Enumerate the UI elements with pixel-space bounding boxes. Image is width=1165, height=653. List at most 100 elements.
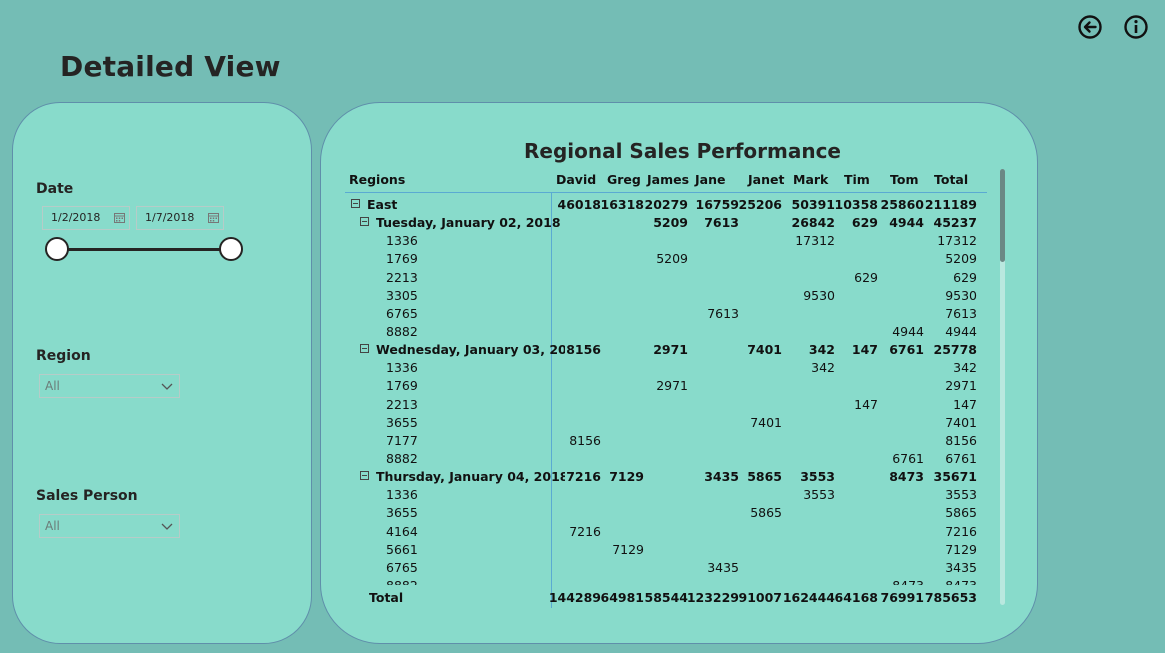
table-cell: 8156 bbox=[566, 342, 601, 358]
filter-panel: Date 1/2/2018 1/7/2018 Region All Sales … bbox=[12, 102, 312, 644]
row-label: 6765 bbox=[386, 305, 418, 321]
date-end-input[interactable]: 1/7/2018 bbox=[136, 206, 224, 230]
column-header-jane[interactable]: Jane bbox=[695, 172, 726, 187]
vertical-scrollbar[interactable] bbox=[1000, 169, 1005, 605]
table-cell: 7129 bbox=[612, 541, 644, 557]
row-label: Thursday, January 04, 2018 bbox=[376, 469, 565, 485]
matrix-panel: Regional Sales Performance Regions David G… bbox=[320, 102, 1038, 644]
column-header-tim[interactable]: Tim bbox=[844, 172, 870, 187]
matrix-total-row: Total 144289 64981 58544 123229 91007 162444 64… bbox=[345, 588, 987, 608]
collapse-icon[interactable] bbox=[360, 344, 369, 354]
scrollbar-thumb[interactable] bbox=[1000, 169, 1005, 262]
row-header: 3655 bbox=[345, 504, 591, 522]
table-cell: 147 bbox=[851, 342, 878, 358]
table-cell: 6761 bbox=[892, 450, 924, 466]
table-cell: 147 bbox=[953, 396, 977, 412]
calendar-icon bbox=[114, 213, 125, 223]
table-row: 1769 5209 5209 bbox=[345, 250, 987, 268]
table-cell: 7216 bbox=[566, 469, 601, 485]
row-label: 5661 bbox=[386, 541, 418, 557]
row-label: 6765 bbox=[386, 559, 418, 575]
date-start-input[interactable]: 1/2/2018 bbox=[42, 206, 130, 230]
table-cell: 7401 bbox=[747, 342, 782, 358]
table-cell: 3435 bbox=[704, 469, 739, 485]
table-row: 3305 9530 9530 bbox=[345, 287, 987, 305]
date-range-slider[interactable] bbox=[45, 237, 243, 261]
column-header-greg[interactable]: Greg bbox=[607, 172, 641, 187]
row-header: 8882 bbox=[345, 450, 591, 468]
row-header: 1336 bbox=[345, 359, 591, 377]
table-row: 1769 2971 2971 bbox=[345, 377, 987, 395]
table-cell: 3435 bbox=[707, 559, 739, 575]
table-cell: 17312 bbox=[795, 233, 835, 249]
slider-track bbox=[57, 248, 231, 251]
total-cell: 144289 bbox=[548, 590, 601, 605]
column-header-total[interactable]: Total bbox=[934, 172, 969, 187]
column-header-mark[interactable]: Mark bbox=[793, 172, 829, 187]
info-icon[interactable] bbox=[1123, 14, 1149, 40]
total-cell: 91007 bbox=[738, 590, 783, 605]
table-cell: 6761 bbox=[889, 342, 924, 358]
row-header-divider bbox=[551, 192, 552, 608]
total-cell: 76991 bbox=[880, 590, 925, 605]
date-row: Wednesday, January 03, 2018 8156 2971 7401 3… bbox=[345, 341, 987, 359]
matrix-header-row: Regions David Greg James Jane Janet Mark Tim Tom… bbox=[345, 168, 987, 193]
collapse-icon[interactable] bbox=[351, 199, 360, 208]
table-cell: 3435 bbox=[945, 559, 977, 575]
table-cell: 211189 bbox=[924, 197, 977, 212]
table-cell: 20279 bbox=[644, 197, 689, 212]
row-label: Tuesday, January 02, 2018 bbox=[376, 215, 561, 231]
row-label: 8882 bbox=[386, 323, 418, 339]
column-header-james[interactable]: James bbox=[647, 172, 690, 187]
table-cell: 9530 bbox=[945, 287, 977, 303]
sales-person-dropdown[interactable]: All bbox=[39, 514, 180, 538]
slider-start-handle[interactable] bbox=[45, 237, 69, 261]
region-dropdown[interactable]: All bbox=[39, 374, 180, 398]
row-header: 1336 bbox=[345, 232, 591, 250]
table-cell: 8473 bbox=[889, 469, 924, 485]
row-header: Thursday, January 04, 2018 bbox=[345, 468, 565, 486]
table-cell: 26842 bbox=[791, 215, 836, 231]
table-cell: 7401 bbox=[945, 414, 977, 430]
sales-matrix[interactable]: Regions David Greg James Jane Janet Mark Tim Tom… bbox=[345, 168, 987, 608]
column-header-regions[interactable]: Regions bbox=[349, 172, 406, 187]
table-row: 5661 7129 7129 bbox=[345, 541, 987, 559]
row-label: 2213 bbox=[386, 396, 418, 412]
column-header-janet[interactable]: Janet bbox=[748, 172, 785, 187]
table-cell: 3553 bbox=[800, 469, 835, 485]
total-cell: 64168 bbox=[834, 590, 879, 605]
table-cell: 629 bbox=[953, 269, 977, 285]
row-label: 1769 bbox=[386, 378, 418, 394]
row-header: 5661 bbox=[345, 541, 591, 559]
row-label: 1336 bbox=[386, 233, 418, 249]
table-cell: 7613 bbox=[945, 305, 977, 321]
table-cell: 342 bbox=[808, 342, 835, 358]
row-label: 2213 bbox=[386, 269, 418, 285]
sales-person-slicer-title: Sales Person bbox=[36, 488, 138, 504]
row-label: 3655 bbox=[386, 505, 418, 521]
table-cell: 3553 bbox=[945, 487, 977, 503]
table-cell: 7129 bbox=[945, 541, 977, 557]
collapse-icon[interactable] bbox=[360, 471, 369, 481]
row-header: 2213 bbox=[345, 269, 591, 287]
row-header: East bbox=[345, 196, 556, 214]
table-cell: 8473 bbox=[945, 577, 977, 585]
region-slicer-title: Region bbox=[36, 348, 91, 364]
column-header-david[interactable]: David bbox=[556, 172, 597, 187]
collapse-icon[interactable] bbox=[360, 217, 369, 227]
table-cell: 5865 bbox=[750, 505, 782, 521]
region-row: East 46018 16318 20279 16759 25206 50391 10358 2… bbox=[345, 196, 987, 214]
column-header-tom[interactable]: Tom bbox=[890, 172, 919, 187]
row-header: 6765 bbox=[345, 559, 591, 577]
table-row: 2213 147 147 bbox=[345, 396, 987, 414]
date-row: Tuesday, January 02, 2018 5209 7613 26842 62… bbox=[345, 214, 987, 232]
row-header: Tuesday, January 02, 2018 bbox=[345, 214, 565, 232]
back-arrow-icon[interactable] bbox=[1077, 14, 1103, 40]
table-cell: 10358 bbox=[834, 197, 879, 212]
slider-end-handle[interactable] bbox=[219, 237, 243, 261]
date-start-value: 1/2/2018 bbox=[51, 211, 101, 224]
top-nav bbox=[1077, 14, 1149, 40]
table-row: 8882 6761 6761 bbox=[345, 450, 987, 468]
sales-person-dropdown-value: All bbox=[45, 519, 60, 533]
table-cell: 45237 bbox=[933, 215, 978, 231]
